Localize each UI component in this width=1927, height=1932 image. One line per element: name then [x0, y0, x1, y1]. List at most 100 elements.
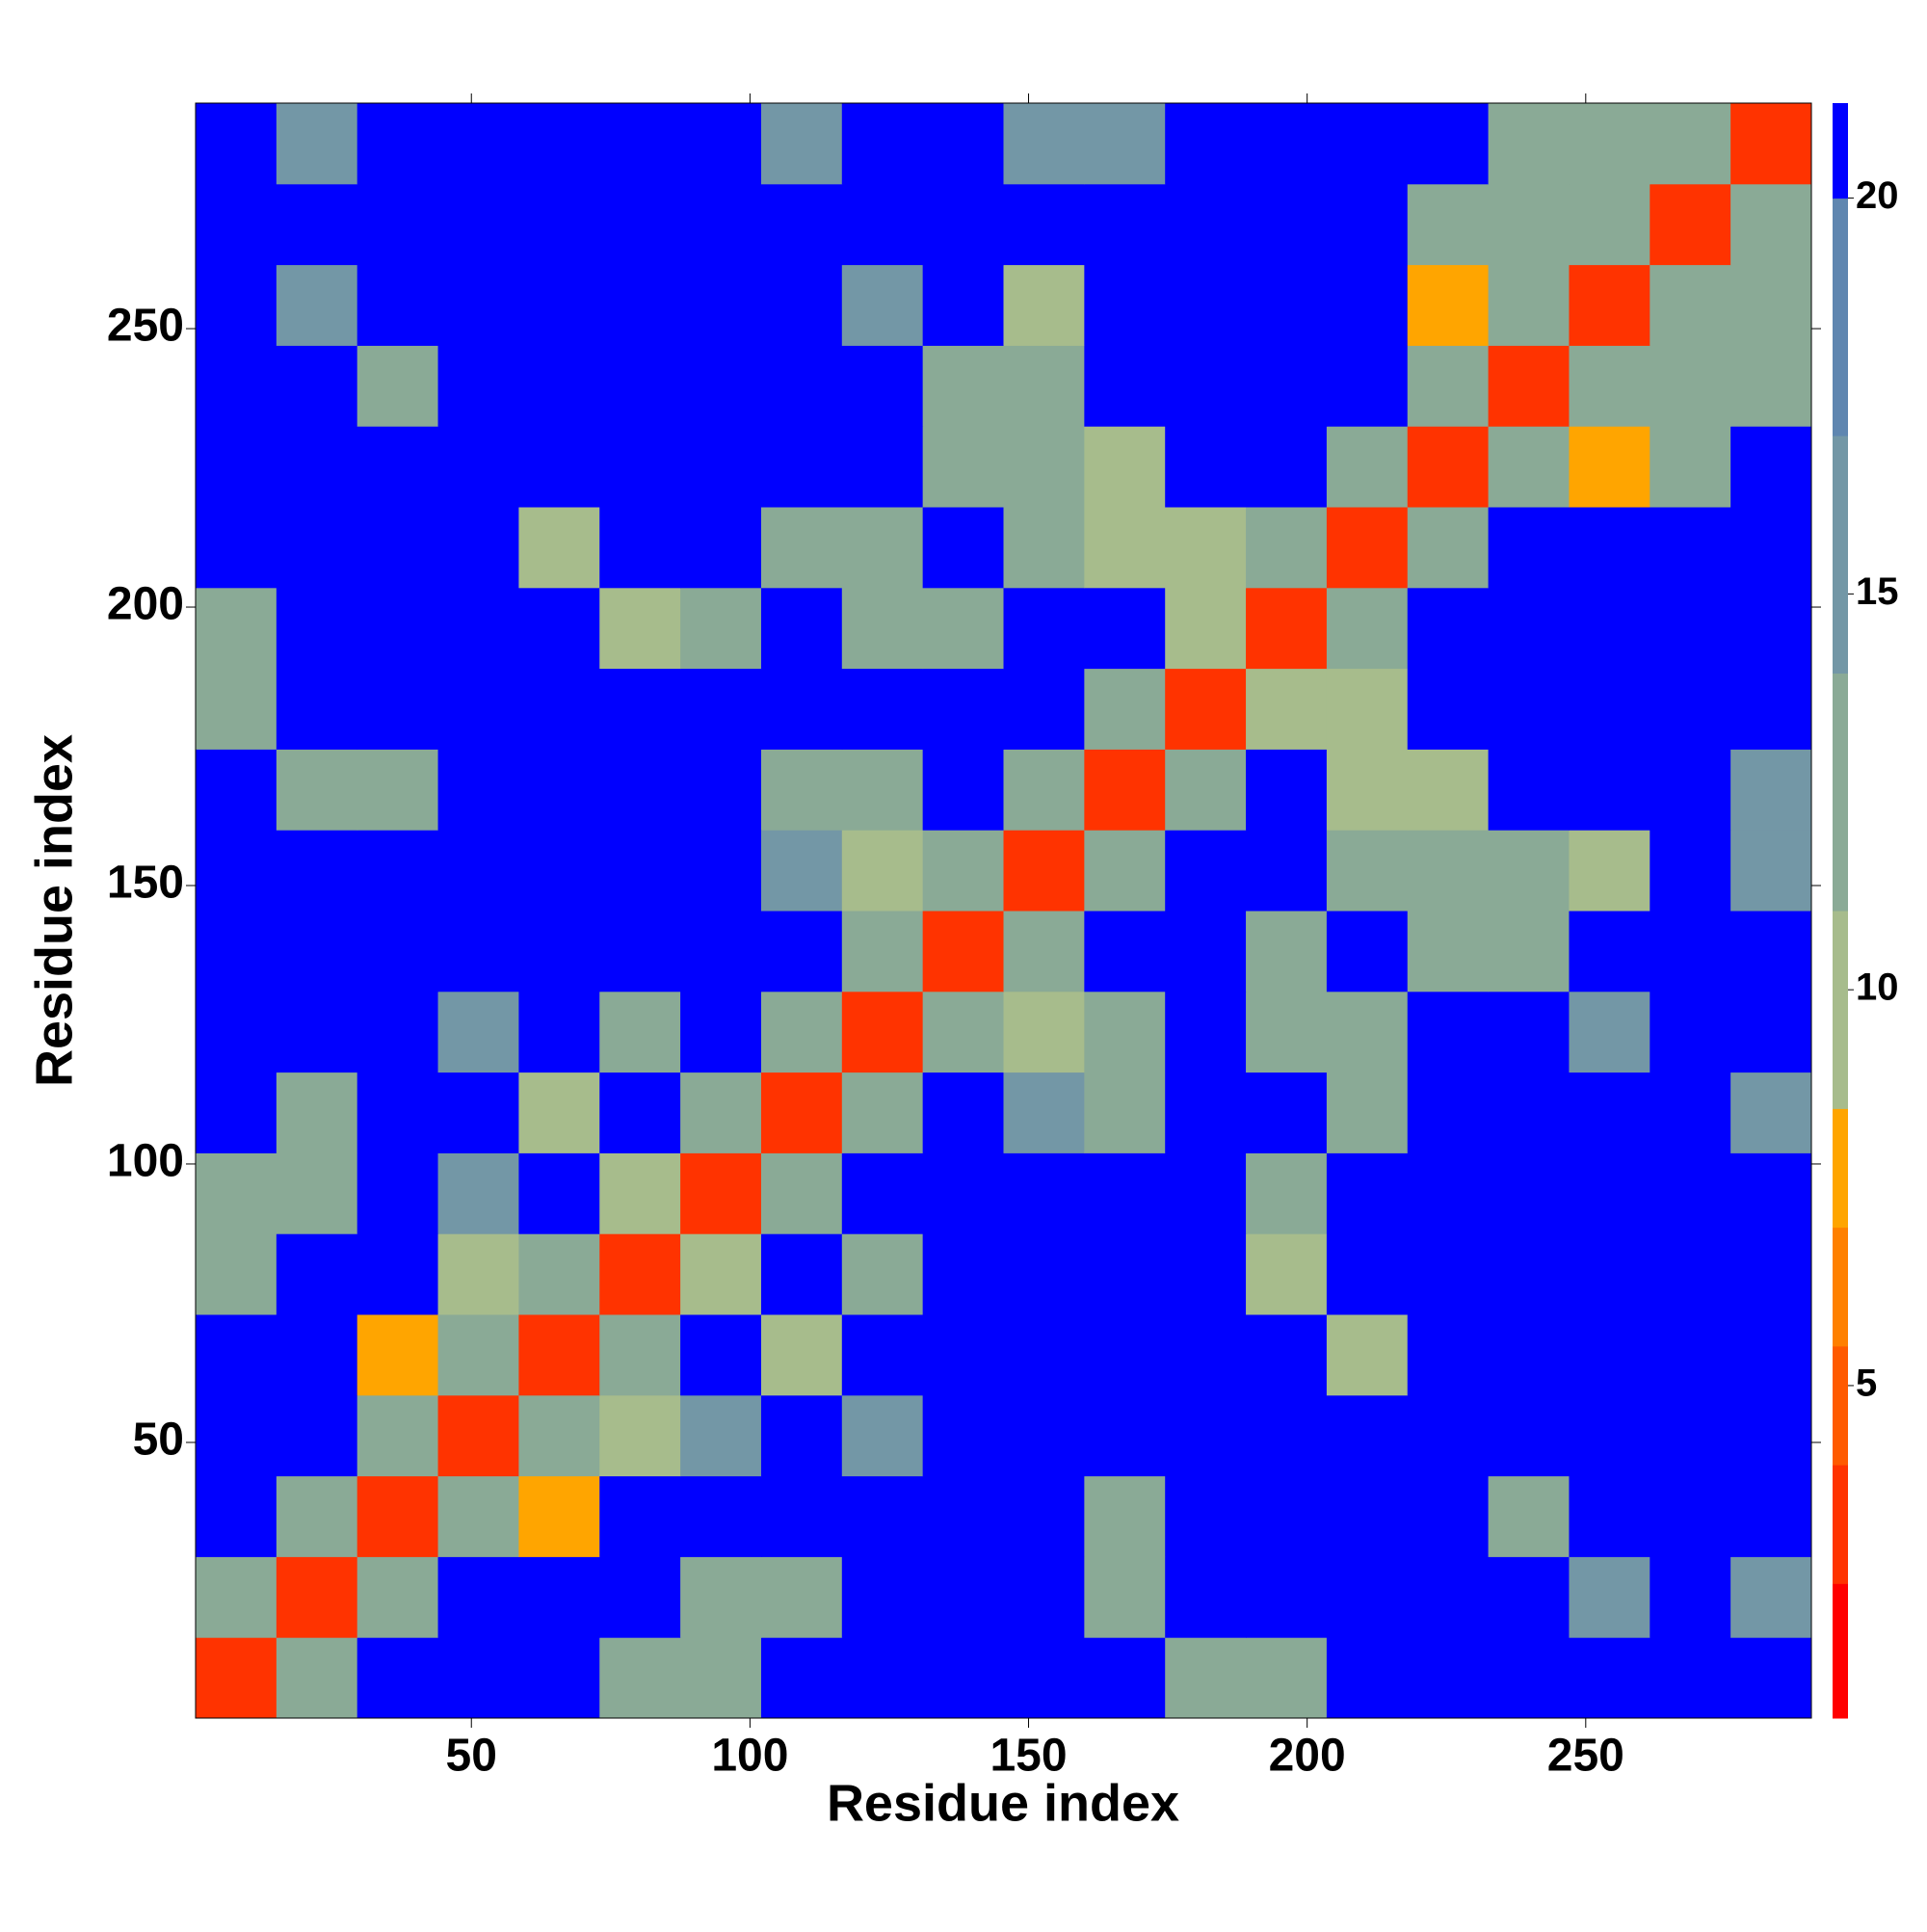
- heatmap-cell: [1650, 183, 1731, 266]
- heatmap-cell: [196, 183, 277, 266]
- heatmap-cell: [1246, 1556, 1328, 1638]
- heatmap-cell: [841, 991, 924, 1073]
- heatmap-cell: [1003, 911, 1085, 992]
- heatmap-cell: [1165, 587, 1247, 670]
- heatmap-cell: [1246, 1152, 1328, 1234]
- heatmap-cell: [1003, 830, 1085, 912]
- heatmap-cell: [1569, 1233, 1650, 1315]
- heatmap-cell: [1730, 1394, 1812, 1477]
- heatmap-cell: [760, 911, 843, 992]
- heatmap-cell: [196, 345, 277, 427]
- heatmap-cell: [1650, 991, 1731, 1073]
- heatmap-cell: [276, 830, 358, 912]
- heatmap-cell: [1488, 103, 1570, 185]
- heatmap-cell: [1407, 103, 1490, 185]
- heatmap-cell: [599, 1394, 681, 1477]
- heatmap-cell: [1650, 1556, 1731, 1638]
- heatmap-cell: [922, 103, 1004, 185]
- colorbar-band: [1833, 198, 1848, 437]
- heatmap-cell: [356, 426, 439, 508]
- heatmap-cell: [680, 991, 762, 1073]
- heatmap-cell: [760, 1314, 843, 1396]
- heatmap-cell: [276, 183, 358, 266]
- colorbar-tick-label: 20: [1856, 174, 1899, 217]
- heatmap-cell: [1246, 1475, 1328, 1557]
- heatmap-cell: [437, 749, 519, 831]
- colorbar-band: [1833, 911, 1848, 1109]
- heatmap-cell: [276, 668, 358, 750]
- heatmap-cell: [1003, 1556, 1085, 1638]
- heatmap-cell: [841, 1394, 924, 1477]
- heatmap-cell: [437, 1475, 519, 1557]
- heatmap-cell: [1730, 507, 1812, 589]
- x-axis-title: Residue index: [827, 1774, 1179, 1832]
- heatmap-cell: [437, 1394, 519, 1477]
- heatmap-cell: [1246, 103, 1328, 185]
- heatmap-cell: [1407, 1637, 1490, 1719]
- colorbar: 5 10 15 20: [1833, 103, 1899, 1719]
- heatmap-cell: [196, 1394, 277, 1477]
- heatmap-cell: [1569, 1152, 1650, 1234]
- heatmap-cell: [1165, 749, 1247, 831]
- colorbar-tick-label: 10: [1856, 966, 1899, 1009]
- heatmap-cell: [1246, 1233, 1328, 1315]
- heatmap-cell: [599, 1556, 681, 1638]
- heatmap-cell: [1407, 264, 1490, 346]
- colorbar-band: [1833, 436, 1848, 675]
- heatmap-cell: [276, 911, 358, 992]
- colorbar-band: [1833, 1465, 1848, 1584]
- heatmap-cell: [680, 749, 762, 831]
- heatmap-cell: [922, 1152, 1004, 1234]
- heatmap-cell: [196, 587, 277, 670]
- heatmap-cell: [1569, 830, 1650, 912]
- heatmap-cell: [518, 668, 600, 750]
- heatmap-cell: [1165, 1394, 1247, 1477]
- heatmap-cell: [196, 1233, 277, 1315]
- heatmap-cell: [841, 1072, 924, 1153]
- heatmap-cell: [1488, 264, 1570, 346]
- heatmap-cell: [1569, 1394, 1650, 1477]
- y-tick-label: 200: [107, 579, 184, 630]
- heatmap-cell: [1488, 587, 1570, 670]
- heatmap-cell: [841, 587, 924, 670]
- heatmap-cell: [196, 1556, 277, 1638]
- heatmap-cell: [276, 1475, 358, 1557]
- heatmap-cell: [1084, 1072, 1166, 1153]
- colorbar-band: [1833, 1108, 1848, 1229]
- heatmap-cell: [1407, 991, 1490, 1073]
- heatmap-cell: [1326, 668, 1409, 750]
- heatmap-cell: [1407, 587, 1490, 670]
- heatmap-cell: [680, 1394, 762, 1477]
- heatmap-cell: [1165, 1637, 1247, 1719]
- heatmap-cell: [196, 749, 277, 831]
- heatmap-cell: [356, 587, 439, 670]
- heatmap-cell: [196, 911, 277, 992]
- heatmap-cell: [841, 1314, 924, 1396]
- y-tick-label: 100: [107, 1136, 184, 1187]
- x-tick-label: 50: [446, 1731, 497, 1782]
- heatmap-cell: [1569, 1475, 1650, 1557]
- heatmap-cell: [1730, 1152, 1812, 1234]
- heatmap-cell: [1650, 1072, 1731, 1153]
- heatmap-cell: [1407, 1475, 1490, 1557]
- heatmap-cell: [1003, 183, 1085, 266]
- heatmap-cell: [1084, 507, 1166, 589]
- heatmap-cell: [1246, 426, 1328, 508]
- heatmap-cell: [680, 1152, 762, 1234]
- heatmap-cell: [599, 1475, 681, 1557]
- heatmap-cell: [356, 264, 439, 346]
- heatmap-cell: [841, 345, 924, 427]
- heatmap-cell: [1165, 1314, 1247, 1396]
- heatmap-cell: [1569, 103, 1650, 185]
- heatmap-cell: [922, 507, 1004, 589]
- heatmap-cell: [1003, 1314, 1085, 1396]
- heatmap-cell: [1569, 426, 1650, 508]
- heatmap-cell: [437, 1637, 519, 1719]
- heatmap-cell: [518, 264, 600, 346]
- heatmap-cell: [599, 587, 681, 670]
- heatmap-cell: [276, 587, 358, 670]
- heatmap-cell: [1326, 911, 1409, 992]
- heatmap-cell: [922, 991, 1004, 1073]
- heatmap-cell: [680, 1233, 762, 1315]
- heatmap-cell: [1488, 507, 1570, 589]
